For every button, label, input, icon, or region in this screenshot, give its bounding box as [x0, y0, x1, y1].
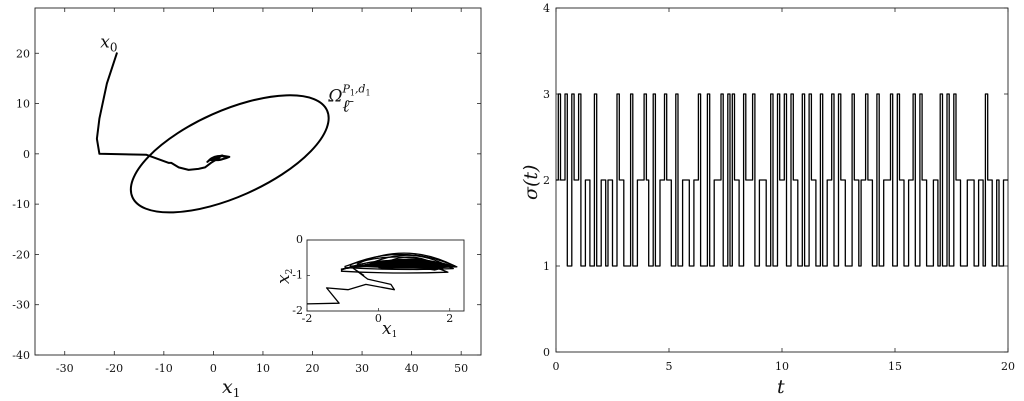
initial-state-label-sub: 0: [110, 40, 118, 54]
inset-y-label-sub: 2: [285, 269, 295, 275]
phase-plot-x-tick-label: 20: [306, 362, 320, 375]
phase-plot-x-tick-label: -30: [56, 362, 74, 375]
phase-plot-y-tick-label: 0: [23, 148, 30, 161]
phase-plot-x-tick-label: 50: [454, 362, 468, 375]
phase-plot-x-tick-label: -20: [105, 362, 123, 375]
inset-loops: [340, 252, 458, 274]
phase-plot-y-tick-label: -10: [12, 198, 30, 211]
phase-plot-y-tick-label: -40: [12, 349, 30, 362]
inset-x-label: x1: [382, 319, 397, 340]
inset-trajectory: [306, 267, 396, 305]
ellipse-set-label-sup-idx2: 1: [365, 89, 370, 98]
switching-plot-y-tick-label: 4: [543, 2, 550, 15]
switching-plot-y-tick-label: 2: [543, 174, 550, 187]
inset-y-tick-label: -2: [292, 304, 303, 317]
phase-plot-y-tick-label: 20: [16, 47, 30, 60]
inset-loop-core: [368, 258, 452, 267]
inset-x-tick-label: -2: [302, 312, 313, 325]
switching-plot-y-label: σ(t): [520, 165, 542, 200]
state-trajectory: [95, 52, 221, 171]
switching-signal-line: [556, 93, 1008, 267]
ellipse-set-label-sup-rest: ,d: [355, 83, 366, 96]
inset-y-label: x2: [274, 269, 295, 284]
ellipse-set-label-sub: ℓ̄: [342, 97, 354, 117]
inset-plot: -2 0 2 0 -1 -2 x1 x2: [274, 233, 465, 340]
phase-plot-x-tick-label: -10: [155, 362, 173, 375]
inset-ticks: -2 0 2 0 -1 -2: [292, 233, 453, 325]
phase-plot-x-label: x1: [222, 376, 240, 400]
ellipse-set: [129, 94, 330, 214]
switching-plot-x-tick-label: 0: [553, 360, 560, 373]
phase-plot-x-ticks: -30 -20 -10 0 10 20 30 40 50: [56, 8, 468, 375]
phase-plot-frame: [34, 7, 482, 356]
phase-plot-y-tick-label: -30: [12, 299, 30, 312]
switching-plot-x-tick-label: 20: [1001, 360, 1015, 373]
phase-plot-x-tick-label: 40: [405, 362, 419, 375]
switching-plot-x-tick-label: 5: [666, 360, 673, 373]
inset-x-label-sub: 1: [392, 330, 398, 340]
trajectory-convergence-knot: [206, 154, 231, 163]
inset-x-tick-label: 0: [375, 312, 382, 325]
inset-loop: [367, 254, 451, 269]
inset-y-tick-label: -1: [292, 269, 303, 282]
switching-plot-y-tick-label: 0: [543, 346, 550, 359]
switching-plot-x-label: t: [777, 376, 785, 398]
inset-loop: [378, 256, 444, 271]
switching-signal-plot: 0 5 10 15 20 0 1 2 3 4 t σ(t): [520, 2, 1015, 398]
switching-plot-x-tick-label: 10: [775, 360, 789, 373]
switching-plot-y-tick-label: 3: [543, 88, 550, 101]
inset-background: [307, 240, 464, 311]
phase-plot-y-tick-label: 10: [16, 98, 30, 111]
switching-plot-x-tick-label: 15: [888, 360, 902, 373]
phase-plot-x-tick-label: 10: [256, 362, 270, 375]
initial-state-label: x0: [100, 32, 117, 54]
switching-plot-y-tick-label: 1: [543, 260, 550, 273]
switching-plot-x-ticks: 0 5 10 15 20: [553, 8, 1015, 373]
phase-plot-x-label-sub: 1: [233, 386, 241, 400]
phase-plot-y-tick-label: -20: [12, 248, 30, 261]
ellipse-set-label-sup: P: [341, 83, 350, 96]
inset-x-tick-label: 2: [446, 312, 453, 325]
inset-loop: [344, 256, 454, 271]
phase-plot-x-tick-label: 30: [355, 362, 369, 375]
inset-y-tick-label: 0: [296, 233, 303, 246]
ellipse-set-label-sup-idx1: 1: [350, 89, 355, 98]
phase-plot-x-tick-label: 0: [210, 362, 217, 375]
